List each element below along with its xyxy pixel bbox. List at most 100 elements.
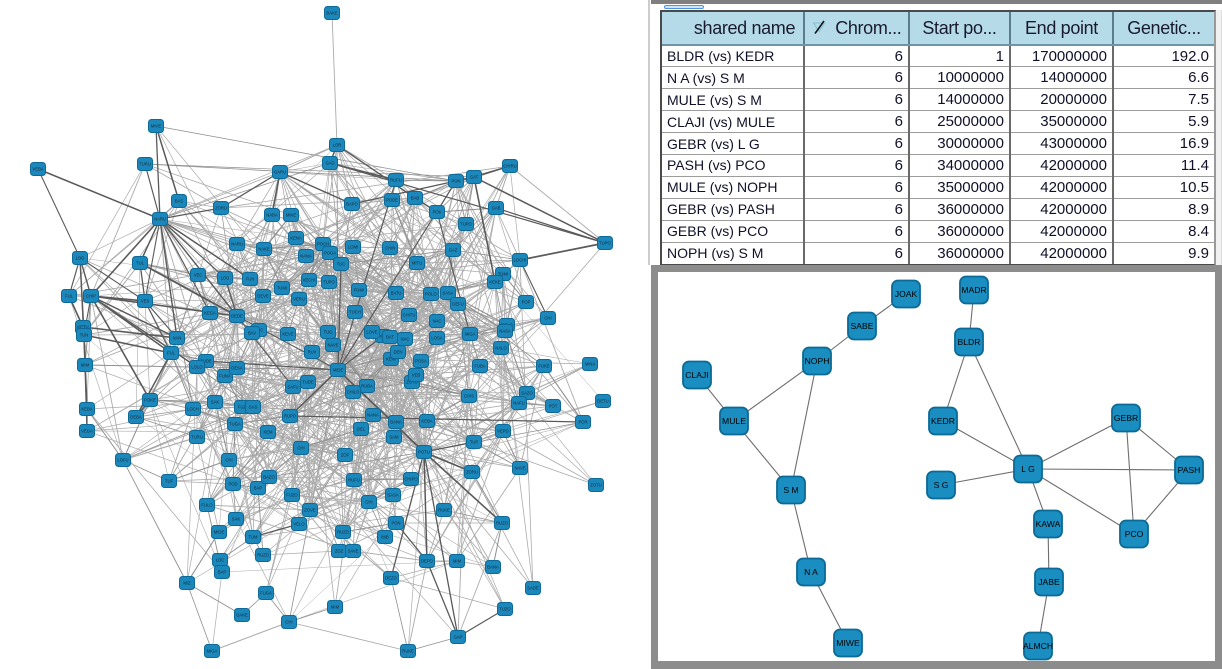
svg-text:MIM: MIM — [331, 605, 340, 610]
svg-text:MIB: MIB — [381, 535, 389, 540]
svg-text:LOMI: LOMI — [348, 245, 358, 250]
svg-text:DEDE: DEDE — [231, 314, 243, 319]
svg-text:GARU: GARU — [274, 170, 286, 175]
svg-text:TUG: TUG — [324, 330, 333, 335]
svg-text:MADR: MADR — [961, 285, 986, 295]
svg-text:LOSA: LOSA — [431, 336, 442, 341]
svg-text:DEBA: DEBA — [130, 415, 142, 420]
svg-text:FUNA: FUNA — [219, 374, 231, 379]
svg-text:RUZO: RUZO — [496, 521, 509, 526]
svg-text:CHITU: CHITU — [403, 313, 416, 318]
svg-text:CHI: CHI — [285, 620, 292, 625]
svg-text:FUZO: FUZO — [286, 493, 298, 498]
svg-text:CHI: CHI — [544, 316, 551, 321]
svg-text:POGA: POGA — [324, 251, 336, 256]
svg-text:FUDE: FUDE — [200, 359, 212, 364]
svg-text:VERU: VERU — [293, 297, 305, 302]
svg-text:NAC: NAC — [401, 337, 410, 342]
svg-text:SASA: SASA — [442, 291, 453, 296]
svg-text:MIVE: MIVE — [151, 124, 161, 129]
svg-text:TUN: TUN — [80, 333, 89, 338]
svg-text:RUBA: RUBA — [361, 384, 373, 389]
svg-text:KETU: KETU — [77, 325, 88, 330]
svg-text:PON: PON — [391, 521, 400, 526]
svg-text:SABE: SABE — [851, 321, 874, 331]
svg-text:LOCH: LOCH — [187, 407, 199, 412]
svg-text:DEZO: DEZO — [385, 576, 397, 581]
svg-text:TUMI: TUMI — [277, 286, 287, 291]
svg-text:LOVE: LOVE — [366, 330, 377, 335]
svg-text:BAT: BAT — [386, 335, 394, 340]
svg-text:DEL: DEL — [357, 427, 366, 432]
svg-text:KEVE: KEVE — [282, 332, 293, 337]
svg-text:FUKE: FUKE — [538, 364, 549, 369]
svg-text:SAFU: SAFU — [287, 385, 298, 390]
svg-text:BAV: BAV — [248, 331, 256, 336]
svg-text:KEKE: KEKE — [489, 280, 500, 285]
svg-text:MIDE: MIDE — [333, 368, 344, 373]
svg-text:LOR: LOR — [333, 143, 342, 148]
svg-text:VES: VES — [141, 299, 150, 304]
svg-text:S G: S G — [934, 480, 949, 490]
svg-text:NAC: NAC — [433, 319, 442, 324]
svg-text:MIGA: MIGA — [465, 332, 476, 337]
svg-text:SAK: SAK — [232, 517, 241, 522]
svg-text:ALMCH: ALMCH — [1023, 641, 1053, 651]
svg-text:NOPH: NOPH — [805, 356, 830, 366]
svg-text:TUF: TUF — [165, 479, 174, 484]
svg-text:PCO: PCO — [1125, 529, 1144, 539]
svg-text:SAVE: SAVE — [348, 549, 359, 554]
svg-text:SADE: SADE — [527, 586, 539, 591]
svg-text:CHIRU: CHIRU — [503, 164, 516, 169]
svg-text:RUKE: RUKE — [438, 508, 450, 513]
svg-text:VEBA: VEBA — [32, 167, 43, 172]
svg-text:TUCH: TUCH — [349, 310, 361, 315]
svg-text:FUBA: FUBA — [474, 364, 485, 369]
svg-text:RUFU: RUFU — [390, 178, 402, 183]
svg-text:CHI: CHI — [225, 458, 232, 463]
svg-text:TUZO: TUZO — [499, 607, 511, 612]
svg-text:LOG: LOG — [76, 256, 85, 261]
svg-text:NALO: NALO — [495, 346, 507, 351]
svg-text:GAD: GAD — [325, 161, 334, 166]
svg-text:POR: POR — [578, 420, 587, 425]
svg-text:ZOF: ZOF — [341, 453, 350, 458]
svg-text:TURU: TURU — [139, 162, 151, 167]
svg-text:LOCHI: LOCHI — [514, 258, 527, 263]
svg-text:NAVE: NAVE — [327, 343, 338, 348]
svg-text:DEFU: DEFU — [452, 302, 463, 307]
svg-text:CHIN: CHIN — [385, 246, 395, 251]
svg-text:PON: PON — [451, 179, 460, 184]
svg-text:POKE: POKE — [144, 398, 156, 403]
svg-text:BAP: BAP — [254, 486, 263, 491]
svg-text:POT: POT — [549, 404, 558, 409]
svg-text:RUV: RUV — [308, 350, 317, 355]
svg-text:MIWE: MIWE — [836, 638, 860, 648]
svg-text:BANA: BANA — [487, 565, 499, 570]
svg-text:VECHI: VECHI — [303, 278, 316, 283]
svg-text:JOAK: JOAK — [895, 289, 918, 299]
svg-text:BANA: BANA — [390, 420, 402, 425]
svg-text:TUMI: TUMI — [498, 272, 508, 277]
svg-text:DEVE: DEVE — [257, 294, 269, 299]
svg-text:TURU: TURU — [191, 435, 203, 440]
svg-text:PASH: PASH — [1178, 465, 1201, 475]
svg-text:ZOZ: ZOZ — [335, 549, 344, 554]
svg-text:DEPO: DEPO — [421, 559, 434, 564]
svg-text:NAN: NAN — [173, 336, 182, 341]
svg-text:NABA: NABA — [266, 213, 278, 218]
svg-text:CHIS: CHIS — [464, 394, 474, 399]
svg-text:FUL: FUL — [167, 351, 176, 356]
svg-text:VEB: VEB — [412, 373, 421, 378]
svg-text:ZOTU: ZOTU — [590, 483, 601, 488]
svg-text:PODE: PODE — [386, 198, 398, 203]
svg-text:SASA: SASA — [387, 493, 398, 498]
svg-text:MIDE: MIDE — [214, 530, 225, 535]
svg-text:BAPO: BAPO — [346, 202, 358, 207]
svg-text:GAT: GAT — [470, 175, 479, 180]
svg-text:CHIPO: CHIPO — [404, 477, 418, 482]
svg-text:POK: POK — [433, 210, 442, 215]
svg-text:RUFU: RUFU — [348, 478, 360, 483]
svg-text:ZORU: ZORU — [215, 206, 227, 211]
svg-text:DETU: DETU — [597, 399, 608, 404]
